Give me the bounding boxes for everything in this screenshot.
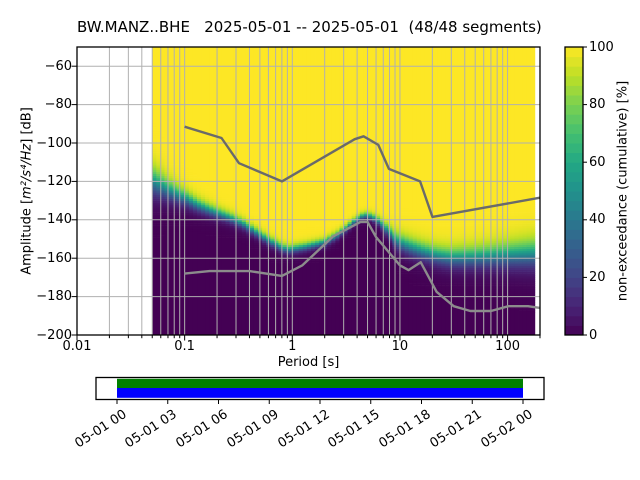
x-axis-tick-label: 0.01	[62, 339, 92, 354]
colorbar-tick-label: 60	[589, 154, 606, 170]
timeline-coverage-bar	[117, 378, 523, 388]
y-axis-tick-label: −160	[36, 250, 72, 266]
y-axis-tick-label: −140	[36, 212, 72, 228]
y-axis-tick-label: −60	[44, 58, 72, 74]
y-axis-tick-label: −180	[36, 289, 72, 305]
x-axis-tick-label: 10	[391, 339, 409, 354]
y-axis-tick-label: −100	[36, 135, 72, 151]
colorbar-tick-label: 80	[589, 97, 606, 113]
y-axis-tick-label: −80	[44, 97, 72, 113]
x-axis-label: Period [s]	[277, 355, 340, 370]
y-axis-tick-label: −200	[36, 327, 72, 343]
colorbar	[564, 46, 587, 336]
x-axis-tick-label: 1	[288, 339, 297, 354]
ppsd-histogram	[152, 47, 536, 335]
timeline	[95, 376, 545, 404]
nlnm-line	[184, 220, 541, 313]
colorbar-label: non-exceedance (cumulative) [%]	[615, 80, 631, 302]
y-axis-label: Amplitude [m²/s⁴/Hz] [dB]	[19, 107, 35, 275]
y-axis-tick-label: −120	[36, 173, 72, 189]
x-axis-tick-label: 0.1	[174, 339, 195, 354]
axes-frame	[71, 46, 541, 341]
plot-title: BW.MANZ..BHE 2025-05-01 -- 2025-05-01 (4…	[77, 18, 542, 36]
colorbar-tick-label: 20	[589, 269, 606, 285]
colorbar-tick-label: 40	[589, 212, 606, 228]
grid-lines	[77, 47, 540, 335]
colorbar-tick-label: 100	[589, 39, 614, 55]
x-axis-tick-label: 100	[495, 339, 520, 354]
colorbar-tick-label: 0	[589, 327, 598, 343]
timeline-segments-bar	[117, 388, 523, 398]
nhnm-line	[184, 125, 541, 219]
